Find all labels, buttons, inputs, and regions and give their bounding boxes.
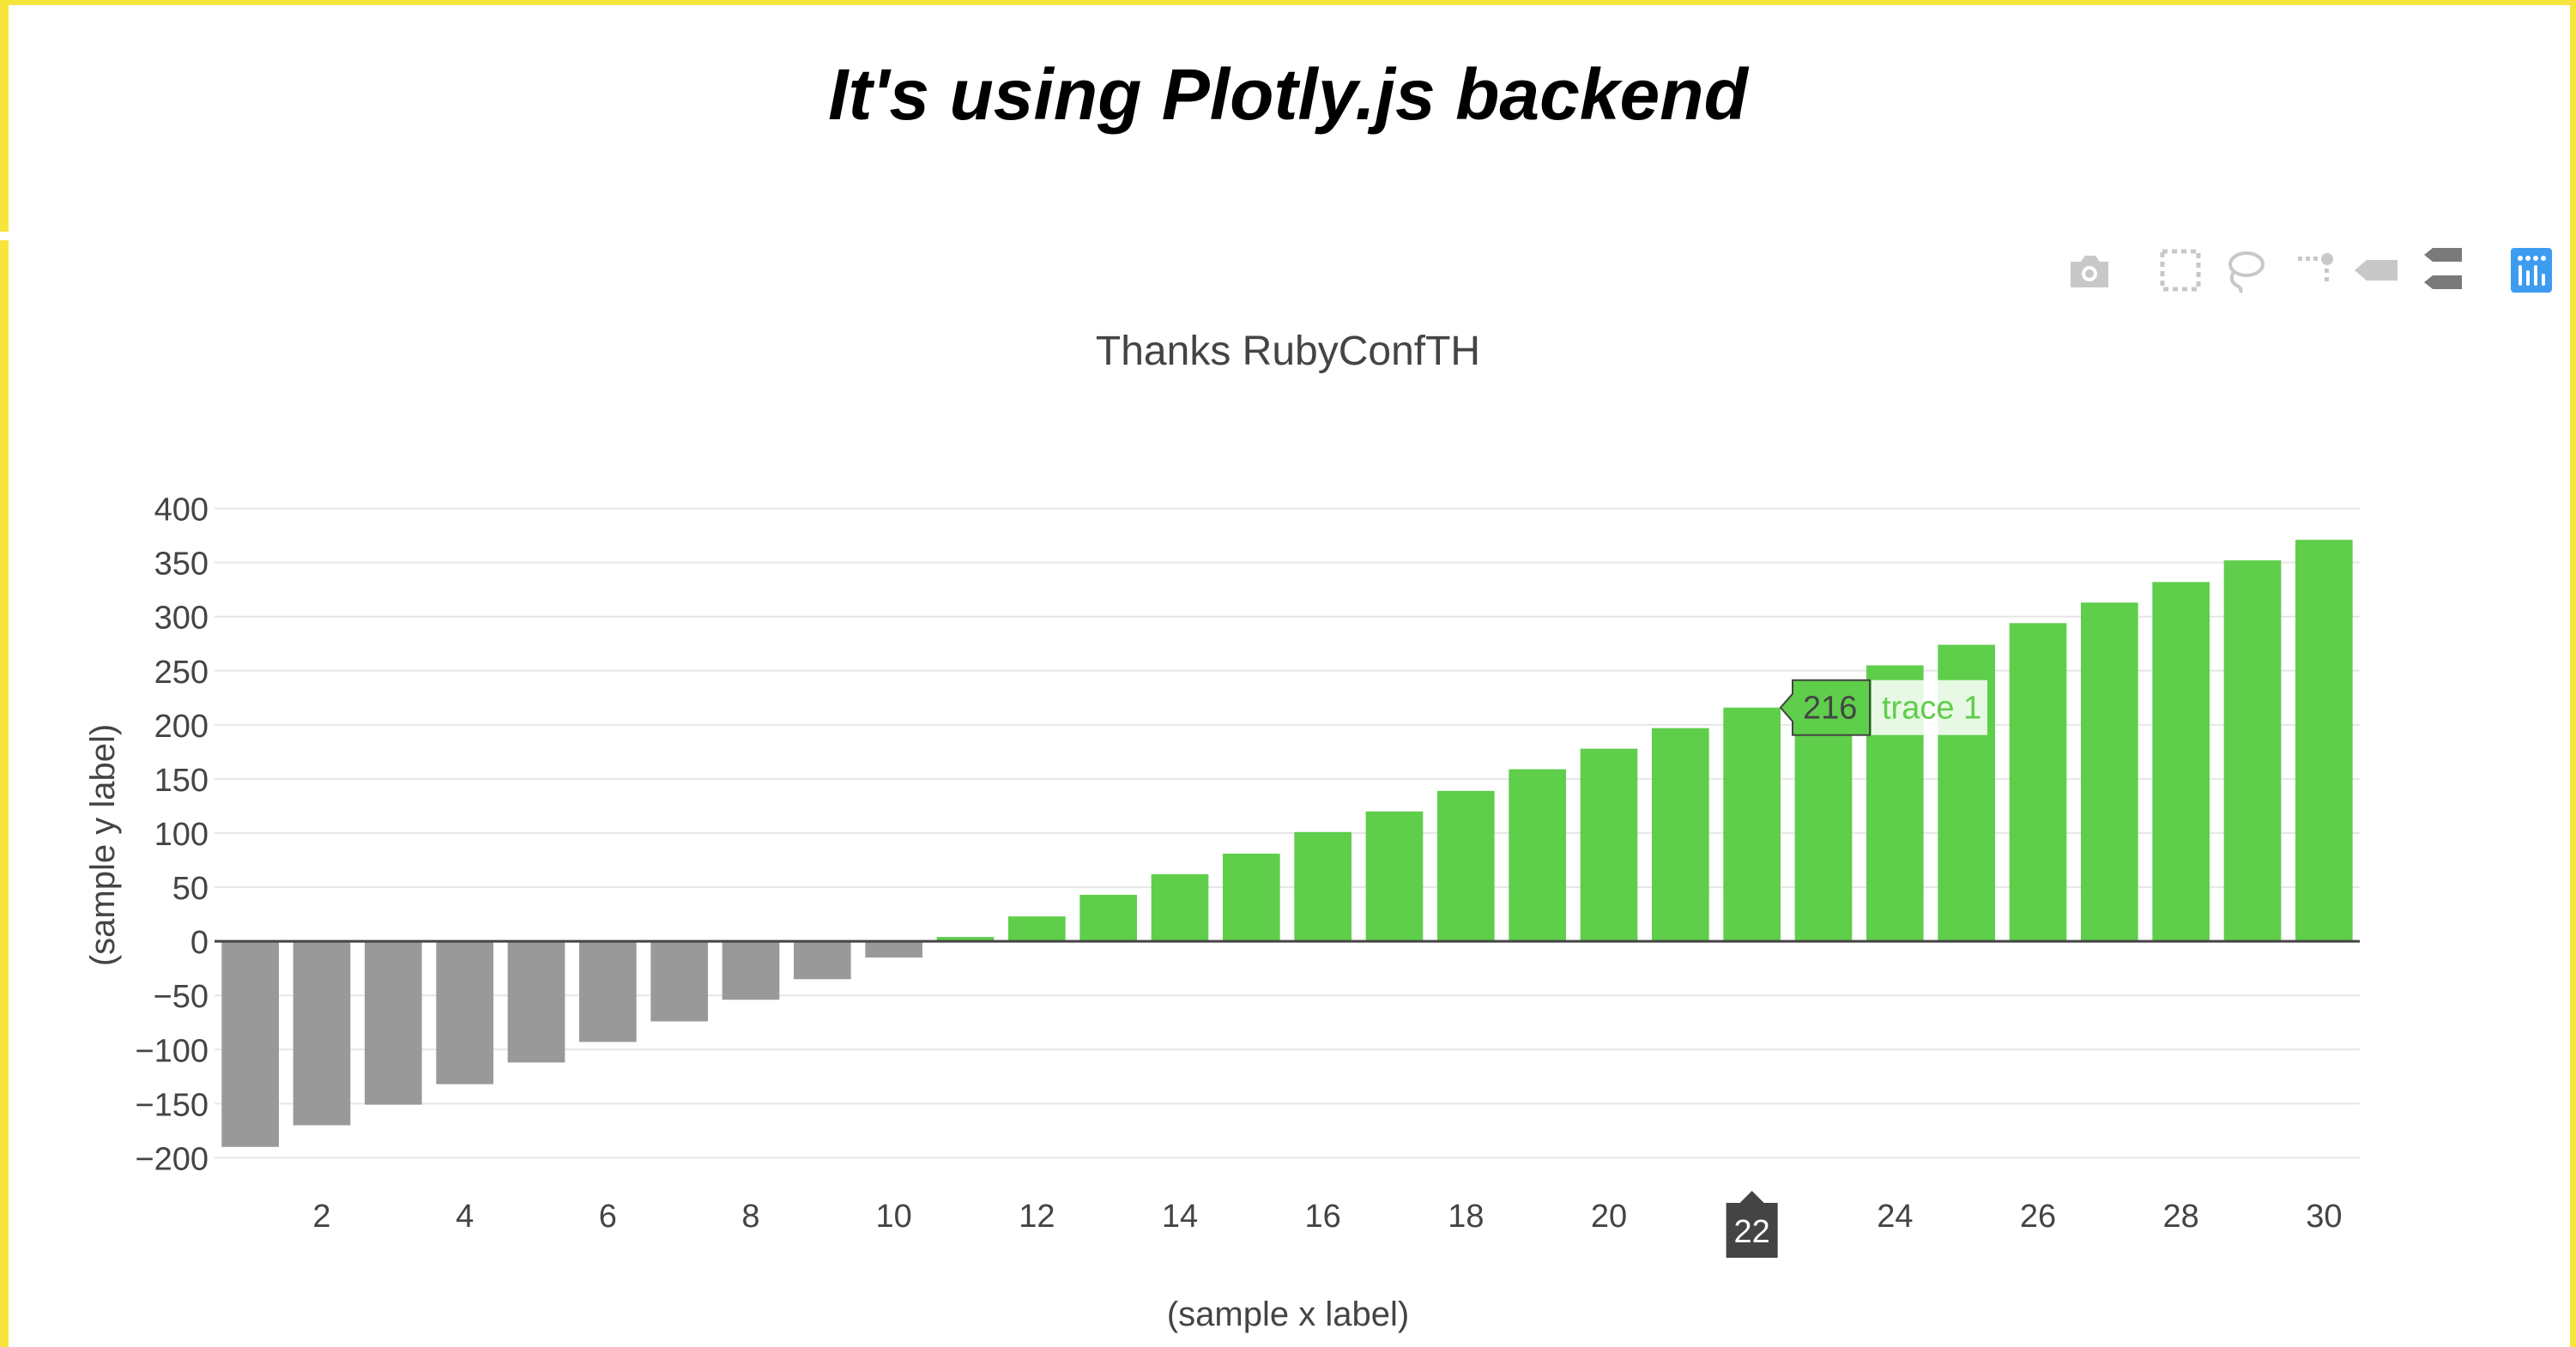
slide-frame-left: [0, 0, 9, 1347]
x-tick-label: 10: [876, 1199, 912, 1235]
y-axis-ticks: 400 350 300 250 200 150 100 50 0 −50 −100 −150 −200: [135, 492, 209, 1178]
slide-frame-right: [2570, 0, 2576, 1347]
bar[interactable]: [507, 941, 565, 1063]
bar[interactable]: [1437, 790, 1495, 942]
bar[interactable]: [865, 941, 922, 958]
spike-lines-icon[interactable]: [2291, 245, 2343, 296]
y-tick-label: 250: [154, 655, 209, 691]
x-tick-label: 4: [456, 1199, 474, 1235]
y-tick-label: 0: [190, 925, 209, 961]
bar[interactable]: [1723, 707, 1781, 942]
bar[interactable]: [1079, 894, 1137, 942]
bar[interactable]: [579, 941, 637, 1042]
bar[interactable]: [650, 941, 708, 1022]
bar[interactable]: [436, 941, 493, 1084]
bar[interactable]: [2009, 623, 2067, 942]
hover-x-box: [1726, 1191, 1778, 1258]
modebar: [2064, 245, 2561, 296]
y-tick-label: 100: [154, 817, 209, 853]
y-tick-label: −150: [135, 1087, 209, 1123]
chart-title: Thanks RubyConfTH: [1096, 329, 1480, 374]
x-tick-label: 8: [741, 1199, 759, 1235]
hover-x-label: 22: [1734, 1214, 1770, 1250]
y-axis-label: (sample y label): [84, 724, 122, 966]
plotly-logo-icon[interactable]: [2506, 245, 2557, 296]
hover-closest-icon[interactable]: [2351, 245, 2403, 296]
box-select-icon[interactable]: [2154, 245, 2205, 296]
x-tick-label: 2: [312, 1199, 330, 1235]
bar[interactable]: [1580, 748, 1638, 942]
y-tick-label: −200: [135, 1141, 209, 1177]
bar[interactable]: [1365, 811, 1424, 942]
lasso-select-icon[interactable]: [2218, 245, 2270, 296]
hover-value-label: 216: [1803, 691, 1857, 727]
x-tick-label: 28: [2163, 1199, 2199, 1235]
x-tick-label: 6: [599, 1199, 617, 1235]
bar[interactable]: [2152, 582, 2210, 942]
x-tick-label: 18: [1448, 1199, 1484, 1235]
bar[interactable]: [794, 941, 851, 980]
hover-tooltip: 216 trace 1 22: [1726, 679, 1987, 1258]
y-tick-label: 200: [154, 709, 209, 745]
bar[interactable]: [2223, 560, 2282, 942]
x-tick-label: 24: [1877, 1199, 1913, 1235]
bar[interactable]: [293, 941, 351, 1126]
y-tick-label: 400: [154, 492, 209, 529]
x-tick-label: 26: [2020, 1199, 2056, 1235]
hover-trace-label: trace 1: [1882, 691, 1981, 727]
slide-frame-gap: [0, 232, 10, 240]
bar[interactable]: [1008, 916, 1066, 942]
bar[interactable]: [722, 941, 780, 1000]
bar[interactable]: [221, 941, 279, 1147]
bar[interactable]: [1509, 769, 1566, 942]
bar[interactable]: [2081, 602, 2138, 942]
x-tick-label: 16: [1305, 1199, 1341, 1235]
bar[interactable]: [1652, 728, 1709, 942]
hover-trace-box: [1872, 680, 1987, 735]
x-tick-label: 12: [1019, 1199, 1055, 1235]
bar[interactable]: [1294, 831, 1351, 942]
x-tick-label: 14: [1162, 1199, 1198, 1235]
slide-title: It's using Plotly.js backend: [828, 54, 1748, 135]
bars[interactable]: [221, 540, 2353, 1147]
x-axis-label: (sample x label): [1167, 1296, 1409, 1333]
y-tick-label: 150: [154, 763, 209, 799]
hover-compare-icon[interactable]: [2416, 245, 2467, 296]
slide-frame-top: [0, 0, 2576, 5]
y-tick-label: 50: [172, 871, 209, 907]
y-tick-label: 300: [154, 601, 209, 637]
camera-icon[interactable]: [2064, 245, 2115, 296]
bar[interactable]: [2295, 540, 2353, 942]
x-tick-label: 30: [2306, 1199, 2342, 1235]
y-tick-label: −50: [154, 979, 209, 1015]
x-axis-ticks: 24681012141618202224262830: [312, 1199, 2342, 1235]
y-tick-label: −100: [135, 1033, 209, 1069]
y-tick-label: 350: [154, 547, 209, 583]
x-tick-label: 20: [1591, 1199, 1627, 1235]
bar[interactable]: [1223, 853, 1280, 942]
bar[interactable]: [936, 937, 995, 942]
grid-lines: [215, 507, 2360, 1159]
bar[interactable]: [365, 941, 422, 1105]
hover-value-box: [1779, 679, 1871, 736]
bar[interactable]: [1151, 873, 1209, 942]
